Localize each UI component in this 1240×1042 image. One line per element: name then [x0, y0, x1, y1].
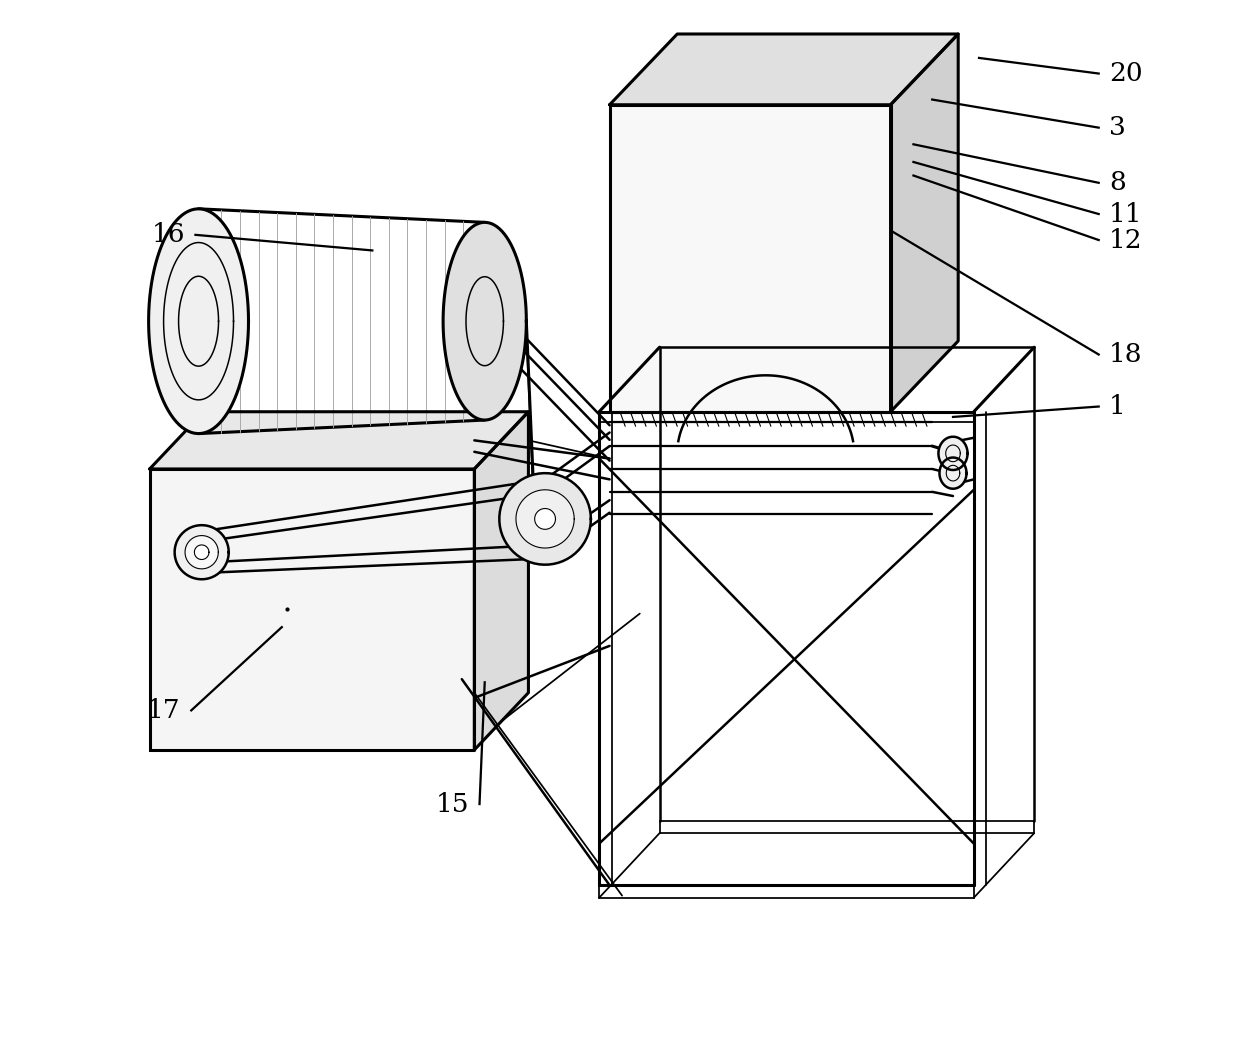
- Text: 1: 1: [1109, 394, 1126, 419]
- Polygon shape: [195, 545, 210, 560]
- Polygon shape: [185, 536, 218, 569]
- Polygon shape: [516, 490, 574, 548]
- Polygon shape: [175, 525, 228, 579]
- Polygon shape: [475, 412, 528, 750]
- Polygon shape: [610, 34, 959, 105]
- Text: 11: 11: [1109, 201, 1142, 226]
- Text: 17: 17: [148, 698, 181, 723]
- Text: 3: 3: [1109, 116, 1126, 140]
- Polygon shape: [150, 469, 475, 750]
- Polygon shape: [610, 105, 890, 412]
- Polygon shape: [443, 222, 526, 420]
- Polygon shape: [149, 208, 248, 433]
- Text: 12: 12: [1109, 227, 1143, 252]
- Polygon shape: [150, 412, 528, 469]
- Text: 16: 16: [151, 222, 185, 247]
- Text: 8: 8: [1109, 170, 1126, 195]
- Polygon shape: [939, 437, 967, 470]
- Text: 18: 18: [1109, 342, 1142, 367]
- Polygon shape: [500, 473, 591, 565]
- Text: 15: 15: [435, 792, 469, 817]
- Polygon shape: [534, 508, 556, 529]
- Polygon shape: [940, 457, 966, 489]
- Text: 20: 20: [1109, 61, 1143, 86]
- Polygon shape: [890, 34, 959, 412]
